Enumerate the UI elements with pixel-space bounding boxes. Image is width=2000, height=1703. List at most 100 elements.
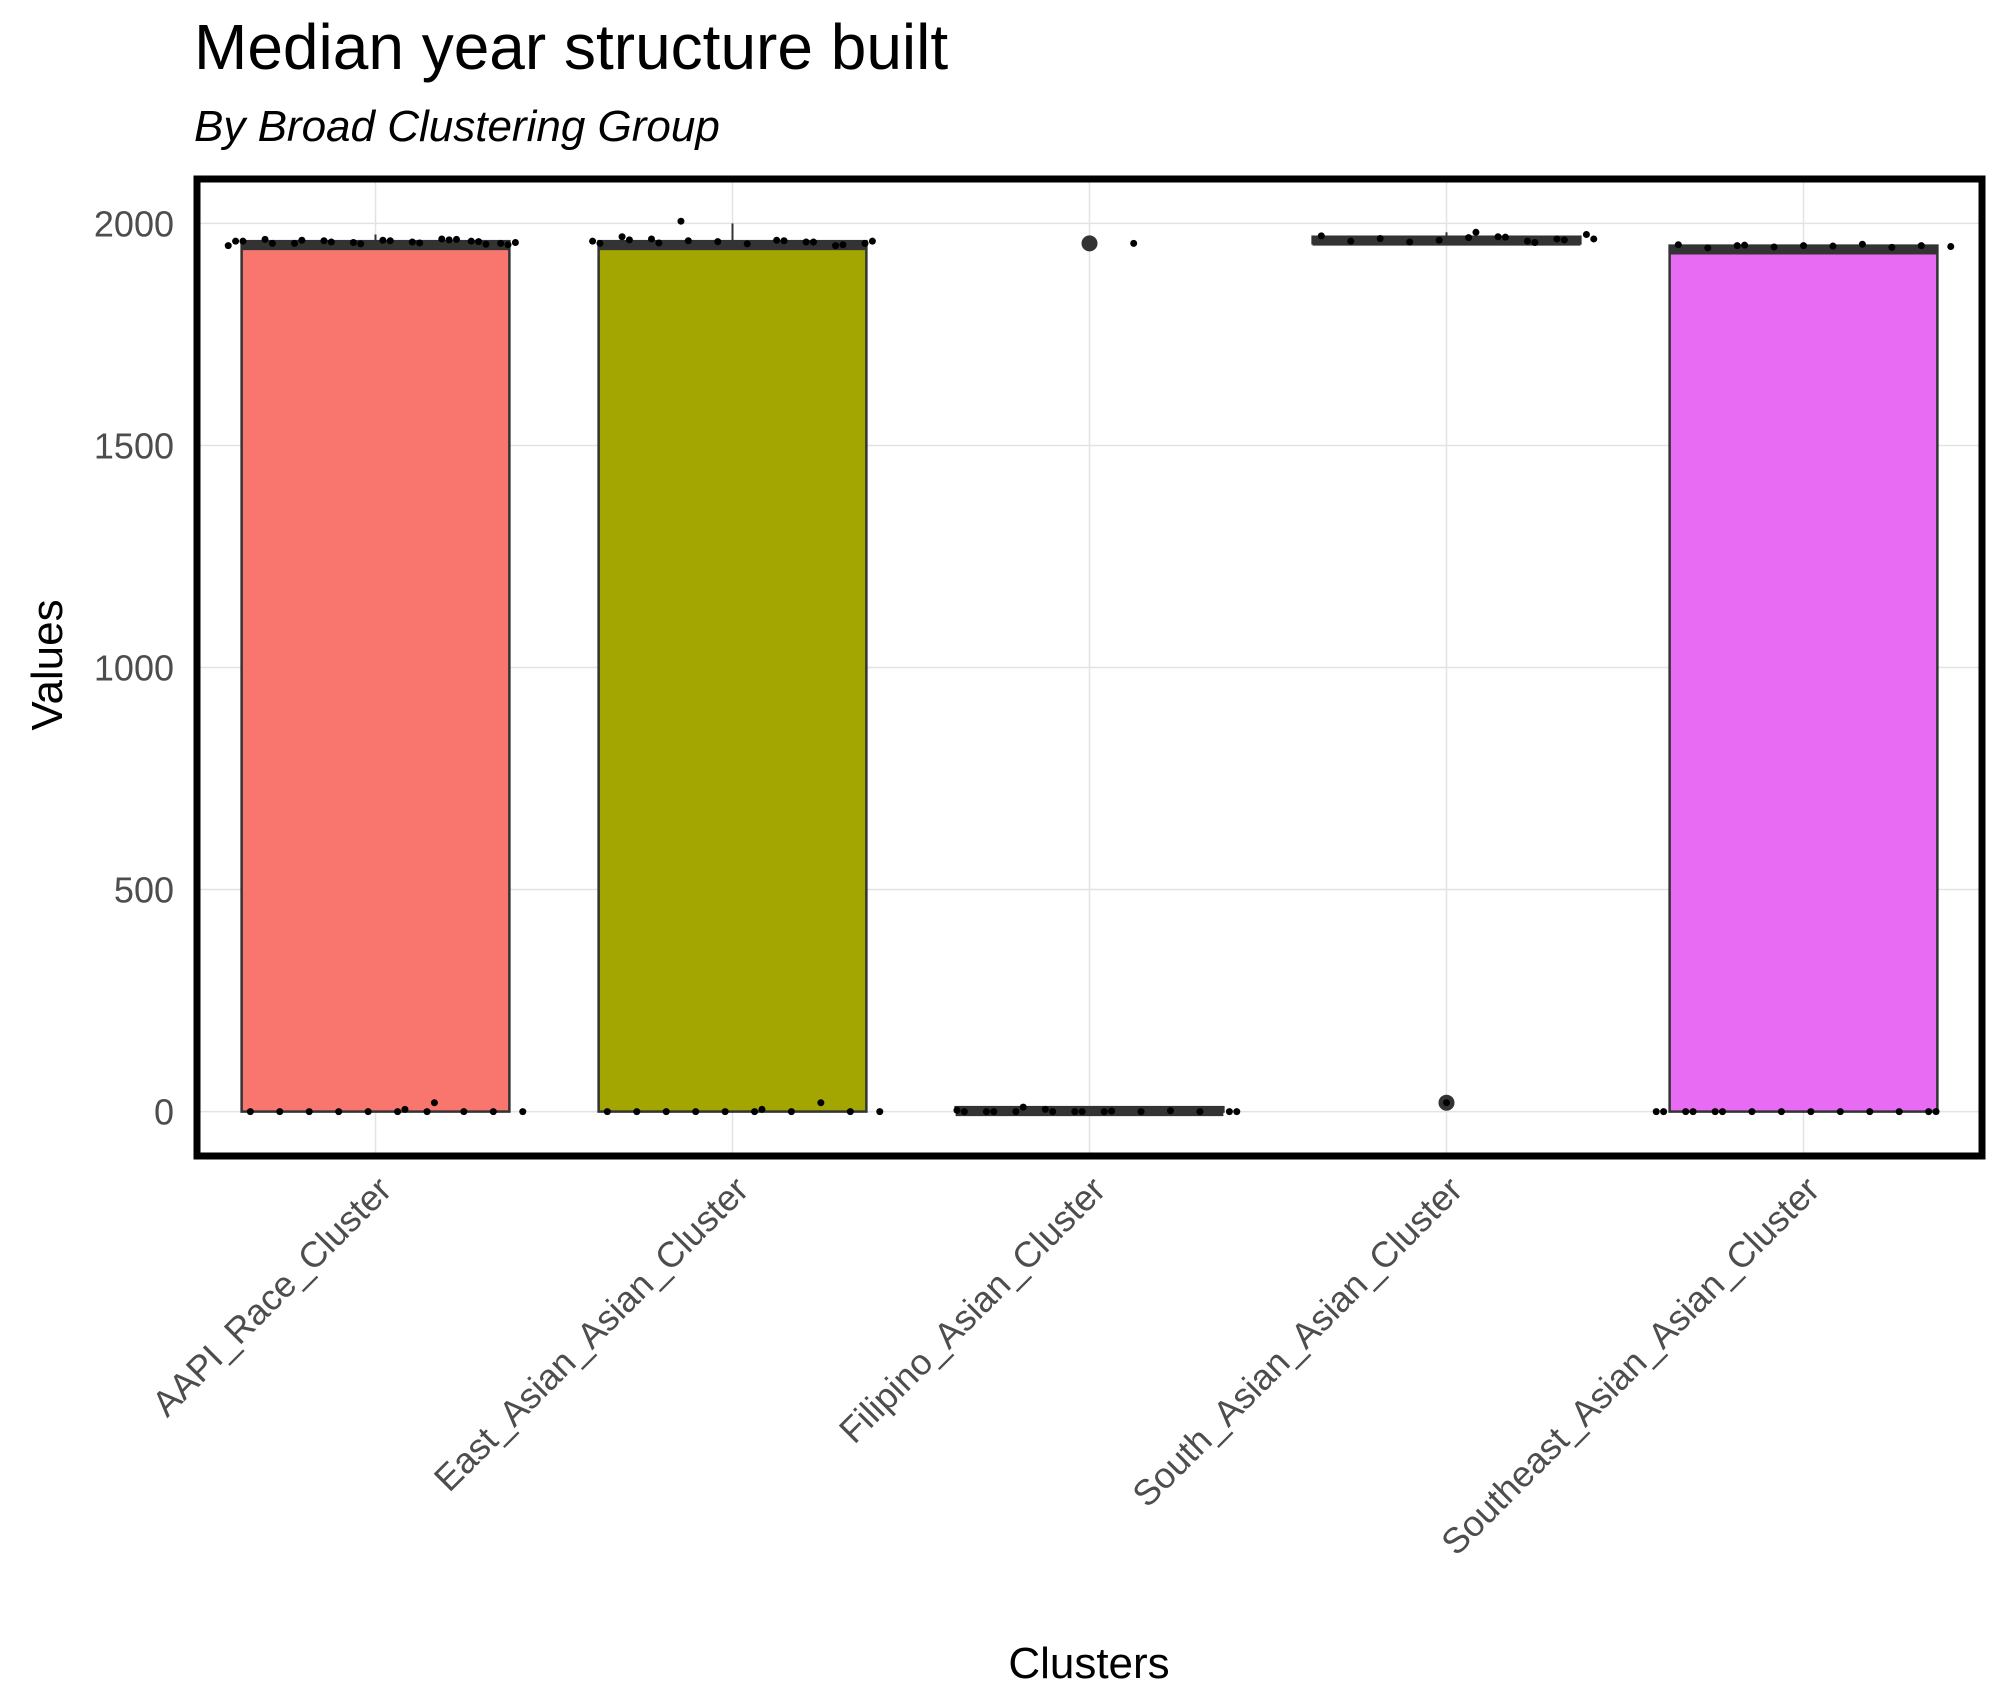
data-point xyxy=(780,237,788,245)
data-point xyxy=(416,239,424,247)
data-point xyxy=(1947,243,1955,251)
data-point xyxy=(1137,1108,1145,1116)
data-point xyxy=(1836,1108,1844,1116)
data-point xyxy=(1711,1108,1719,1116)
data-point xyxy=(489,1108,497,1116)
data-point xyxy=(268,239,276,247)
data-point xyxy=(1829,242,1837,250)
data-point xyxy=(430,1099,438,1107)
data-point xyxy=(655,239,663,247)
data-point xyxy=(832,242,840,250)
data-point xyxy=(603,1108,611,1116)
x-tick-label: South_Asian_Asian_Cluster xyxy=(1124,1169,1470,1515)
data-point xyxy=(1560,236,1568,244)
data-point xyxy=(868,237,876,245)
data-point xyxy=(232,237,240,245)
data-point xyxy=(276,1108,284,1116)
data-point xyxy=(438,235,446,243)
data-point xyxy=(692,1108,700,1116)
data-point xyxy=(1770,243,1778,251)
data-point xyxy=(677,217,685,225)
data-point xyxy=(1925,1108,1933,1116)
data-point xyxy=(618,233,626,241)
data-point xyxy=(364,1108,372,1116)
data-point xyxy=(589,237,597,245)
data-point xyxy=(1435,236,1443,244)
data-point xyxy=(1501,233,1509,241)
data-point xyxy=(743,240,751,248)
data-point xyxy=(482,240,490,248)
y-axis-ticks: 0 500 1000 1500 2000 xyxy=(94,203,174,1132)
data-point xyxy=(1317,232,1325,240)
data-point xyxy=(1166,1107,1174,1115)
data-point xyxy=(261,235,269,243)
data-point xyxy=(1895,1108,1903,1116)
data-point xyxy=(1866,1108,1874,1116)
data-point xyxy=(1674,241,1682,249)
data-point xyxy=(714,238,722,246)
outlier-point xyxy=(1081,235,1098,252)
x-axis-ticks: AAPI_Race_Cluster East_Asian_Asian_Cluste… xyxy=(144,1169,1827,1563)
data-point xyxy=(1582,231,1590,239)
data-point xyxy=(445,236,453,244)
data-point xyxy=(1406,238,1414,246)
data-point xyxy=(1233,1108,1241,1116)
data-point xyxy=(467,237,475,245)
data-point xyxy=(1553,235,1561,243)
data-point xyxy=(246,1108,254,1116)
data-point xyxy=(802,238,810,246)
data-point xyxy=(982,1108,990,1116)
data-point xyxy=(452,235,460,243)
data-point xyxy=(386,237,394,245)
y-tick-label: 1000 xyxy=(94,648,174,689)
plot-border xyxy=(193,175,1986,1160)
data-point xyxy=(1465,234,1473,242)
data-point xyxy=(1012,1108,1020,1116)
data-point xyxy=(787,1108,795,1116)
data-point xyxy=(846,1108,854,1116)
x-tick-label: East_Asian_Asian_Cluster xyxy=(426,1169,756,1499)
data-point xyxy=(1807,1108,1815,1116)
data-point xyxy=(1443,1099,1450,1107)
data-point xyxy=(1741,241,1749,249)
data-point xyxy=(239,237,247,245)
data-point xyxy=(960,1108,968,1116)
x-axis-label: Clusters xyxy=(1008,1639,1169,1688)
data-point xyxy=(224,242,232,250)
data-point xyxy=(1531,239,1539,247)
box-AAPI_Race_Cluster xyxy=(240,239,511,1113)
data-point xyxy=(1682,1108,1690,1116)
data-point xyxy=(662,1108,670,1116)
data-point xyxy=(1660,1108,1668,1116)
data-point xyxy=(1078,1108,1086,1116)
data-point xyxy=(1494,233,1502,241)
data-point xyxy=(1719,1108,1727,1116)
data-point xyxy=(379,236,387,244)
data-point xyxy=(633,1108,641,1116)
data-point xyxy=(1689,1108,1697,1116)
data-point xyxy=(497,239,505,247)
x-tick-label: AAPI_Race_Cluster xyxy=(144,1169,399,1424)
data-point xyxy=(408,238,416,246)
data-point xyxy=(596,239,604,247)
data-point xyxy=(1932,1108,1940,1116)
data-point xyxy=(475,238,483,246)
data-point xyxy=(327,238,335,246)
data-point xyxy=(394,1108,402,1116)
box-layer xyxy=(240,223,1939,1117)
data-point xyxy=(1100,1108,1108,1116)
data-point xyxy=(1347,237,1355,245)
y-tick-label: 500 xyxy=(114,870,174,911)
data-point xyxy=(648,235,656,243)
data-point xyxy=(1888,243,1896,251)
data-point xyxy=(773,236,781,244)
data-point xyxy=(625,236,633,244)
data-point xyxy=(1196,1108,1204,1116)
data-point xyxy=(1777,1108,1785,1116)
data-point xyxy=(1130,239,1138,247)
data-point xyxy=(861,239,869,247)
data-point xyxy=(305,1108,313,1116)
y-tick-label: 2000 xyxy=(94,203,174,244)
data-point xyxy=(335,1108,343,1116)
data-point xyxy=(1071,1108,1079,1116)
